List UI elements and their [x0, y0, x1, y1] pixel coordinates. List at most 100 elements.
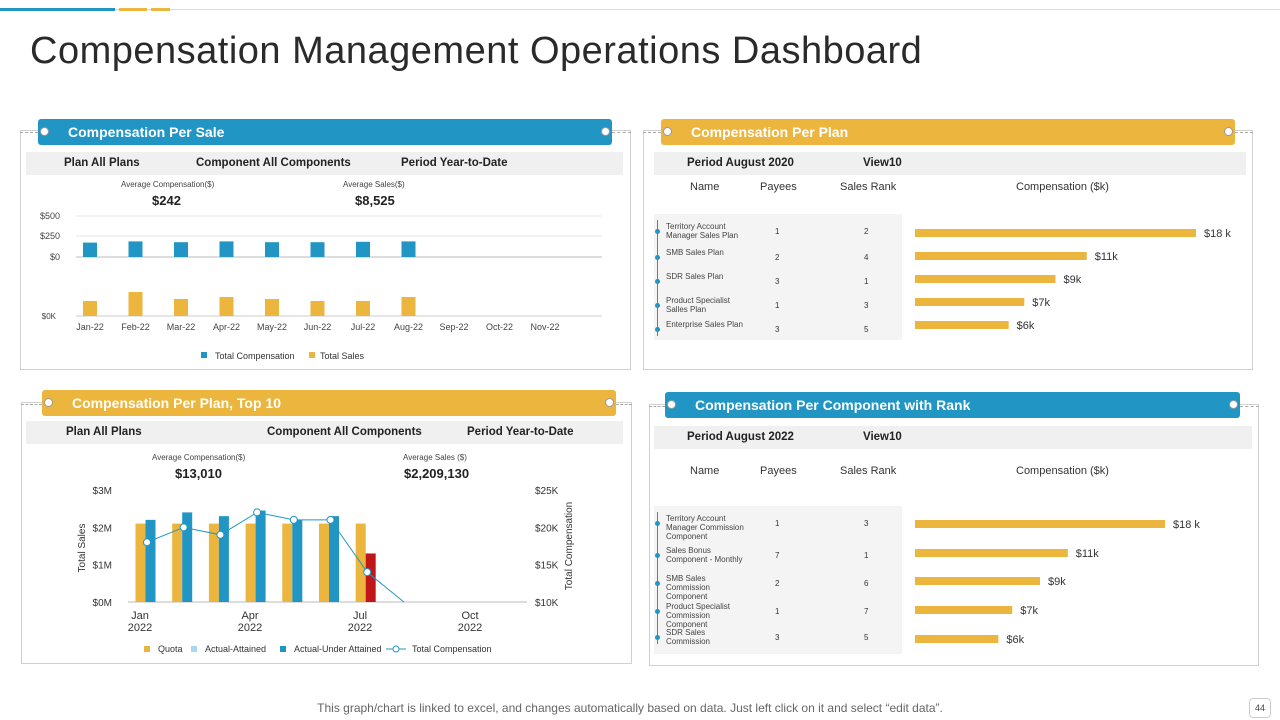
y-axis-title: Total Sales	[77, 524, 88, 573]
row-payees: 2	[775, 579, 780, 588]
filter-component[interactable]: Component All Components	[196, 157, 351, 169]
connector-right	[616, 404, 632, 405]
row-payees: 2	[775, 253, 780, 262]
filter-period[interactable]: Period August 2022	[687, 431, 794, 443]
filter-view[interactable]: View10	[863, 431, 902, 443]
x-tick-year: 2022	[348, 622, 372, 634]
bar-value-label: $9k	[1064, 274, 1082, 286]
connector-right	[612, 132, 631, 133]
bar-value-label: $18 k	[1173, 519, 1200, 531]
filter-plan[interactable]: Plan All Plans	[66, 426, 142, 438]
avg-comp-label: Average Compensation($)	[152, 453, 246, 462]
row-sales-rank: 1	[864, 551, 869, 560]
accent-bar-gold-2	[151, 8, 170, 11]
x-tick-label: Feb-22	[121, 322, 150, 332]
x-tick-label: Mar-22	[167, 322, 196, 332]
legend-label: Actual-Under Attained	[294, 644, 382, 654]
comp-bar	[915, 549, 1068, 557]
under-attained-bar	[292, 519, 303, 602]
total-compensation-line	[146, 511, 405, 603]
x-tick-label: Apr-22	[213, 322, 240, 332]
page-number: 44	[1249, 698, 1271, 718]
col-sales-rank: Sales Rank	[840, 465, 897, 477]
col-payees: Payees	[760, 465, 797, 477]
total-compensation-point	[143, 538, 151, 547]
x-tick-year: 2022	[238, 622, 262, 634]
comp-bar	[356, 241, 370, 257]
timeline-dot	[655, 581, 660, 586]
sales-bar	[174, 299, 188, 316]
y-tick-label: $1M	[93, 561, 112, 572]
y-tick-label: $250	[40, 231, 60, 241]
top-divider	[0, 9, 1280, 10]
filter-view[interactable]: View10	[863, 157, 902, 169]
row-sales-rank: 5	[864, 325, 869, 334]
chart-compensation-per-sale: $500 $250 $0 $0K Jan-22 Feb-22 Mar-22 Apr-22 May…	[40, 211, 602, 361]
row-name: SMB Sales Commission Component	[666, 574, 711, 601]
bar-value-label: $7k	[1032, 297, 1050, 309]
row-payees: 1	[775, 301, 780, 310]
comp-bar	[915, 298, 1025, 306]
row-payees: 3	[775, 277, 780, 286]
timeline-dot	[655, 609, 660, 614]
sales-bar	[356, 301, 370, 316]
comp-bar	[310, 242, 325, 257]
filter-period[interactable]: Period August 2020	[687, 157, 794, 169]
row-name: Product Specialist Salles Plan	[666, 296, 731, 314]
filter-period[interactable]: Period Year-to-Date	[401, 157, 508, 169]
comp-bar	[915, 321, 1009, 329]
header-dot-right	[1229, 400, 1238, 409]
sales-bar	[83, 301, 97, 316]
connector-left	[21, 404, 42, 405]
chart-compensation-per-plan: $18 k $11k $9k $7k $6k	[915, 228, 1231, 332]
legend-swatch	[144, 646, 150, 652]
under-attained-bar	[329, 516, 339, 602]
panel4-header: Compensation Per Component with Rank	[665, 392, 1240, 418]
panel1-header: Compensation Per Sale	[38, 119, 612, 145]
row-sales-rank: 7	[864, 607, 869, 616]
comp-bar	[915, 229, 1196, 237]
filter-component[interactable]: Component All Components	[267, 426, 422, 438]
y-tick-label: $0	[50, 252, 60, 262]
row-name: Territory Account Manager Commission Com…	[666, 514, 744, 541]
comp-bar	[915, 520, 1165, 528]
row-name: Sales Bonus Component - Monthly	[666, 546, 743, 564]
sales-bar	[128, 292, 143, 316]
y-tick-label: $0K	[42, 312, 57, 321]
comp-bar	[265, 242, 279, 257]
legend-label: Actual-Attained	[205, 644, 266, 654]
timeline-dot	[655, 635, 660, 640]
col-compensation: Compensation ($k)	[1016, 465, 1109, 477]
quota-bar	[282, 523, 293, 602]
total-compensation-point	[363, 568, 372, 577]
col-sales-rank: Sales Rank	[840, 181, 897, 193]
x-tick-label: May-22	[257, 322, 287, 332]
row-name: Territory Account Manager Sales Plan	[666, 222, 739, 240]
avg-sales-label: Average Sales($)	[343, 180, 405, 189]
header-dot-right	[1224, 127, 1233, 136]
y2-tick-label: $10K	[535, 598, 559, 609]
comp-bar	[128, 241, 143, 257]
x-tick-label: Jan-22	[76, 322, 104, 332]
page-title: Compensation Management Operations Dashb…	[30, 30, 923, 72]
panel2-header: Compensation Per Plan	[661, 119, 1235, 145]
row-name: SDR Sales Commission	[666, 628, 711, 646]
timeline-dot	[655, 255, 660, 260]
comp-bar	[174, 242, 188, 257]
accent-bar-blue	[0, 8, 115, 11]
total-compensation-point	[289, 515, 298, 524]
x-tick-label: Jan	[131, 610, 149, 622]
header-dot-left	[663, 127, 672, 136]
legend-swatch	[191, 646, 197, 652]
avg-sales-label: Average Sales ($)	[403, 453, 467, 462]
filter-period[interactable]: Period Year-to-Date	[467, 426, 574, 438]
quota-bar	[208, 523, 219, 602]
x-tick-year: 2022	[458, 622, 482, 634]
row-sales-rank: 3	[864, 519, 869, 528]
filter-plan[interactable]: Plan All Plans	[64, 157, 140, 169]
panel4-filter-bar: Period August 2022 View10	[654, 426, 1252, 449]
bar-value-label: $6k	[1017, 320, 1035, 332]
legend-label: Total Sales	[320, 351, 365, 361]
connector-left	[20, 132, 38, 133]
timeline-dot	[655, 229, 660, 234]
